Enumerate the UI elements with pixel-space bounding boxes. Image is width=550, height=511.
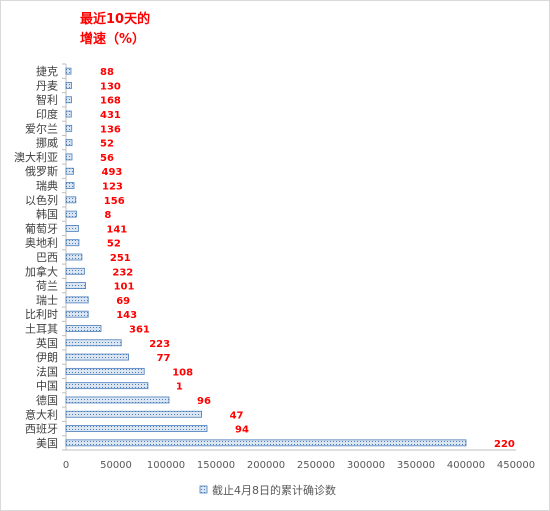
bar — [65, 96, 72, 104]
growth-label: 168 — [100, 96, 121, 107]
bar — [65, 382, 149, 390]
category-label: 意大利 — [25, 407, 58, 421]
category-label: 加拿大 — [25, 264, 58, 278]
chart-title-line-1: 最近10天的 — [80, 12, 151, 27]
growth-label: 108 — [172, 367, 193, 378]
bar — [65, 210, 77, 218]
category-label: 法国 — [36, 364, 58, 378]
growth-label: 232 — [112, 267, 133, 278]
bar — [65, 239, 80, 247]
category-label: 智利 — [36, 93, 58, 107]
chart-title: 最近10天的 增速（%） — [80, 10, 150, 50]
growth-label: 77 — [157, 353, 171, 364]
category-label: 印度 — [36, 107, 58, 121]
category-label: 葡萄牙 — [25, 222, 58, 235]
category-label: 伊朗 — [36, 351, 58, 364]
growth-label: 1 — [176, 382, 183, 393]
category-label: 以色列 — [25, 193, 58, 207]
bar — [65, 353, 129, 361]
plot-area: 捷克 88 丹麦 130 智利 168 印度 431 爱尔兰 136 挪威 52 澳大利亚 56 俄罗斯 49… — [14, 63, 535, 471]
growth-label: 96 — [197, 396, 211, 407]
growth-label: 136 — [100, 124, 121, 135]
bar — [65, 310, 89, 318]
x-tick-label: 400000 — [447, 460, 485, 471]
category-label: 德国 — [36, 393, 58, 407]
bar — [65, 425, 208, 432]
bar — [65, 196, 77, 204]
growth-label: 223 — [149, 339, 170, 350]
category-label: 俄罗斯 — [25, 165, 58, 178]
category-label: 英国 — [36, 336, 58, 350]
category-label: 捷克 — [36, 64, 58, 78]
growth-label: 52 — [107, 239, 121, 250]
category-label: 瑞士 — [36, 293, 58, 307]
bar — [65, 267, 85, 275]
bar — [65, 182, 75, 189]
category-label: 中国 — [36, 380, 58, 393]
category-label: 荷兰 — [36, 280, 58, 293]
bar — [65, 339, 122, 347]
x-tick-label: 350000 — [397, 460, 435, 471]
growth-label: 156 — [104, 196, 125, 207]
bar — [65, 225, 79, 232]
growth-label: 56 — [100, 153, 114, 164]
x-tick-label: 200000 — [247, 460, 285, 471]
growth-label: 101 — [114, 282, 135, 293]
category-label: 美国 — [36, 437, 58, 450]
bar — [65, 253, 83, 261]
x-tick-label: 0 — [63, 460, 69, 471]
bar — [65, 110, 72, 118]
growth-label: 493 — [102, 167, 123, 178]
x-tick-label: 450000 — [497, 460, 535, 471]
category-label: 巴西 — [36, 251, 58, 264]
growth-label: 141 — [106, 224, 127, 235]
category-label: 西班牙 — [25, 423, 58, 436]
x-tick-label: 100000 — [147, 460, 185, 471]
chart-title-line-2: 增速（%） — [80, 32, 146, 47]
growth-label: 361 — [129, 324, 150, 335]
bar — [65, 167, 74, 175]
bar — [65, 82, 72, 89]
growth-label: 47 — [230, 410, 244, 421]
category-label: 比利时 — [25, 308, 58, 321]
category-label: 瑞典 — [36, 179, 58, 193]
category-label: 土耳其 — [25, 322, 58, 335]
growth-label: 52 — [100, 139, 114, 150]
category-label: 爱尔兰 — [25, 122, 58, 135]
x-tick-label: 50000 — [100, 460, 132, 471]
growth-label: 123 — [102, 182, 123, 193]
growth-label: 431 — [100, 110, 121, 121]
category-label: 丹麦 — [36, 79, 58, 92]
bar — [65, 410, 203, 418]
bar — [65, 296, 89, 304]
category-label: 韩国 — [36, 207, 58, 221]
bar — [65, 67, 72, 75]
x-tick-label: 250000 — [297, 460, 335, 471]
growth-label: 220 — [494, 439, 515, 450]
bar — [65, 396, 170, 404]
growth-label: 130 — [100, 81, 121, 92]
growth-label: 143 — [116, 310, 137, 321]
legend-swatch — [199, 485, 208, 494]
bar — [65, 282, 87, 289]
bar — [65, 124, 73, 132]
category-label: 挪威 — [36, 136, 58, 150]
x-tick-label: 300000 — [347, 460, 385, 471]
bar — [65, 139, 73, 147]
growth-label: 8 — [104, 210, 111, 221]
growth-label: 251 — [110, 253, 131, 264]
category-label: 澳大利亚 — [14, 150, 58, 164]
bar — [65, 325, 102, 332]
bar — [65, 367, 145, 375]
legend-label: 截止4月8日的累计确诊数 — [212, 483, 336, 497]
bar — [65, 153, 73, 161]
legend: 截止4月8日的累计确诊数 — [199, 483, 336, 497]
x-tick-label: 150000 — [197, 460, 235, 471]
category-label: 奥地利 — [25, 236, 58, 250]
growth-label: 88 — [100, 67, 114, 78]
bar — [65, 439, 467, 447]
growth-label: 94 — [235, 425, 249, 436]
growth-label: 69 — [116, 296, 130, 307]
